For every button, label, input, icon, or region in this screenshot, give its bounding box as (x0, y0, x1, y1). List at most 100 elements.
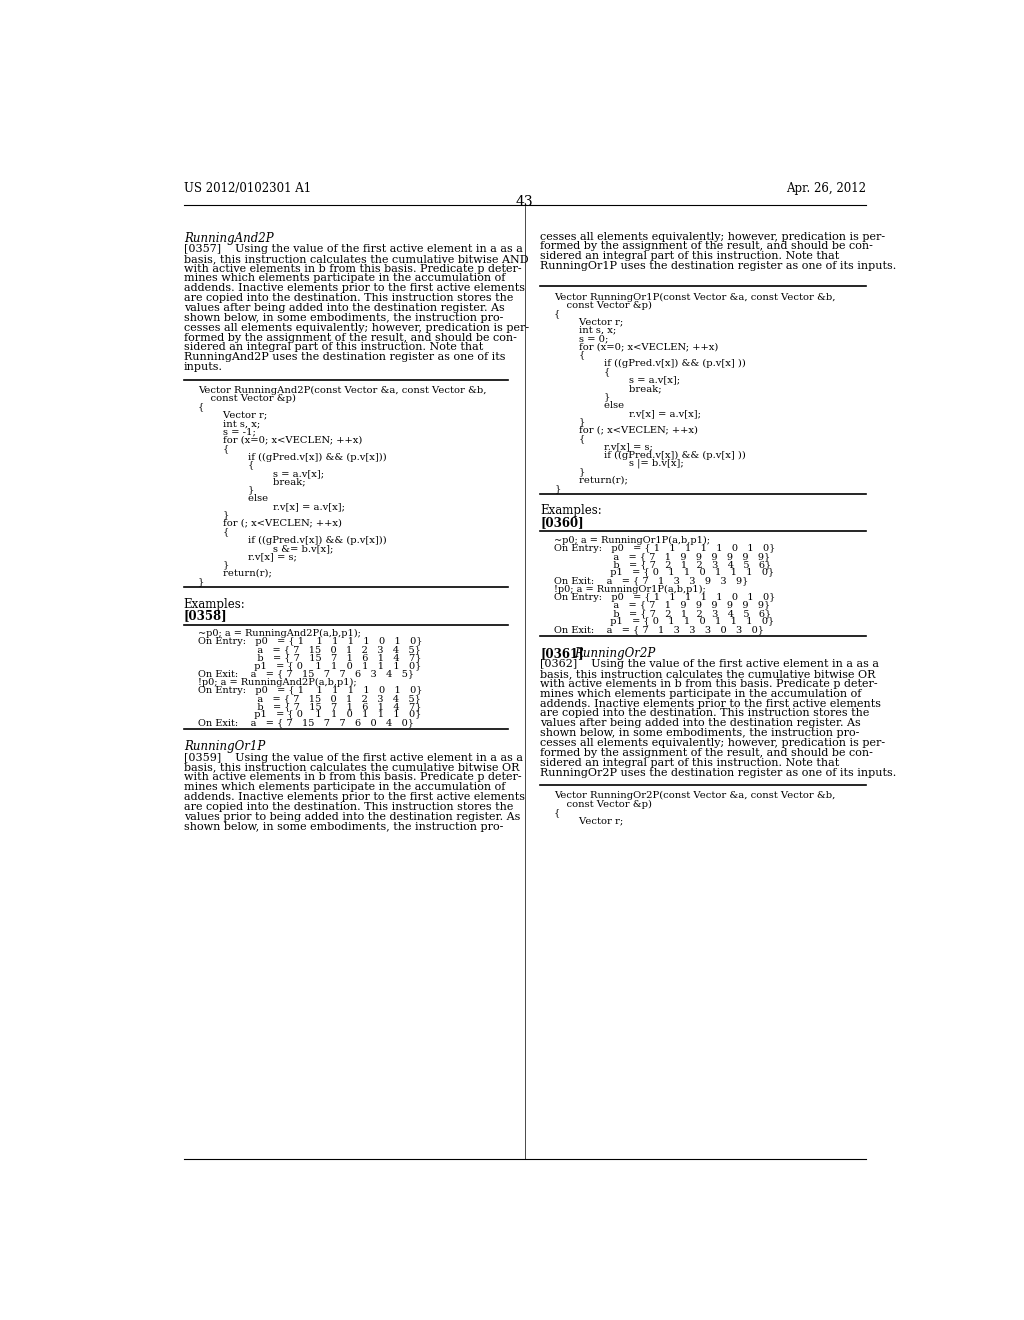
Text: int s, x;: int s, x; (554, 326, 616, 335)
Text: On Exit:    a   = { 7   15   7   7   6   0   4   0}: On Exit: a = { 7 15 7 7 6 0 4 0} (198, 718, 414, 727)
Text: basis, this instruction calculates the cumulative bitwise AND: basis, this instruction calculates the c… (183, 253, 528, 264)
Text: s |= b.v[x];: s |= b.v[x]; (554, 459, 684, 469)
Text: are copied into the destination. This instruction stores the: are copied into the destination. This in… (541, 709, 869, 718)
Text: mines which elements participate in the accumulation of: mines which elements participate in the … (541, 689, 861, 698)
Text: }: } (198, 561, 229, 569)
Text: addends. Inactive elements prior to the first active elements: addends. Inactive elements prior to the … (183, 792, 524, 803)
Text: int s, x;: int s, x; (198, 420, 260, 428)
Text: RunningOr1P: RunningOr1P (183, 741, 265, 754)
Text: RunningOr1P uses the destination register as one of its inputs.: RunningOr1P uses the destination registe… (541, 261, 897, 271)
Text: if ((gPred.v[x]) && (p.v[x])): if ((gPred.v[x]) && (p.v[x])) (198, 536, 386, 545)
Text: addends. Inactive elements prior to the first active elements: addends. Inactive elements prior to the … (541, 698, 882, 709)
Text: {: { (554, 808, 560, 817)
Text: break;: break; (198, 478, 305, 486)
Text: }: } (198, 486, 254, 495)
Text: Vector r;: Vector r; (554, 318, 624, 326)
Text: r.v[x] = s;: r.v[x] = s; (554, 442, 653, 451)
Text: formed by the assignment of the result, and should be con-: formed by the assignment of the result, … (541, 242, 873, 251)
Text: p1   = { 0   1   1   0   1   1   1   0}: p1 = { 0 1 1 0 1 1 1 0} (554, 569, 774, 577)
Text: basis, this instruction calculates the cumulative bitwise OR: basis, this instruction calculates the c… (541, 669, 876, 678)
Text: Vector r;: Vector r; (554, 816, 624, 825)
Text: formed by the assignment of the result, and should be con-: formed by the assignment of the result, … (541, 748, 873, 758)
Text: cesses all elements equivalently; however, predication is per-: cesses all elements equivalently; howeve… (541, 738, 886, 748)
Text: p1   = { 0    1   1   0   1   1   1   0}: p1 = { 0 1 1 0 1 1 1 0} (198, 661, 421, 671)
Text: b   = { 7   15   7   1   6   1   4   7}: b = { 7 15 7 1 6 1 4 7} (198, 702, 421, 711)
Text: s = a.v[x];: s = a.v[x]; (554, 376, 680, 384)
Text: RunningOr2P uses the destination register as one of its inputs.: RunningOr2P uses the destination registe… (541, 768, 897, 777)
Text: Vector RunningOr2P(const Vector &a, const Vector &b,: Vector RunningOr2P(const Vector &a, cons… (554, 791, 836, 800)
Text: values after being added into the destination register. As: values after being added into the destin… (183, 304, 505, 313)
Text: [0362]    Using the value of the first active element in a as a: [0362] Using the value of the first acti… (541, 659, 880, 669)
Text: else: else (554, 401, 625, 409)
Text: values after being added into the destination register. As: values after being added into the destin… (541, 718, 861, 729)
Text: b   = { 7   15   7   1   6   1   4   7}: b = { 7 15 7 1 6 1 4 7} (198, 653, 421, 663)
Text: On Entry:   p0   = { 1    1   1   1   1   0   1   0}: On Entry: p0 = { 1 1 1 1 1 0 1 0} (198, 686, 422, 694)
Text: sidered an integral part of this instruction. Note that: sidered an integral part of this instruc… (541, 251, 840, 261)
Text: On Exit:    a   = { 7   15   7   7   6   3   4   5}: On Exit: a = { 7 15 7 7 6 3 4 5} (198, 669, 414, 678)
Text: {: { (554, 309, 560, 318)
Text: }: } (554, 467, 586, 477)
Text: {: { (554, 367, 610, 376)
Text: Apr. 26, 2012: Apr. 26, 2012 (785, 182, 866, 194)
Text: a   = { 7   1   9   9   9   9   9   9}: a = { 7 1 9 9 9 9 9 9} (554, 552, 770, 561)
Text: a   = { 7   1   9   9   9   9   9   9}: a = { 7 1 9 9 9 9 9 9} (554, 601, 770, 610)
Text: s = a.v[x];: s = a.v[x]; (198, 469, 324, 478)
Text: On Entry:   p0   = { 1    1   1   1   1   0   1   0}: On Entry: p0 = { 1 1 1 1 1 0 1 0} (198, 638, 422, 647)
Text: with active elements in b from this basis. Predicate p deter-: with active elements in b from this basi… (541, 678, 878, 689)
Text: basis, this instruction calculates the cumulative bitwise OR: basis, this instruction calculates the c… (183, 763, 519, 772)
Text: for (; x<VECLEN; ++x): for (; x<VECLEN; ++x) (554, 425, 698, 434)
Text: Examples:: Examples: (183, 598, 246, 611)
Text: ~p0; a = RunningAnd2P(a,b,p1);: ~p0; a = RunningAnd2P(a,b,p1); (198, 630, 360, 639)
Text: RunningAnd2P: RunningAnd2P (183, 231, 273, 244)
Text: inputs.: inputs. (183, 362, 223, 372)
Text: [0359]    Using the value of the first active element in a as a: [0359] Using the value of the first acti… (183, 752, 523, 763)
Text: {: { (198, 403, 204, 412)
Text: r.v[x] = a.v[x];: r.v[x] = a.v[x]; (554, 409, 701, 418)
Text: with active elements in b from this basis. Predicate p deter-: with active elements in b from this basi… (183, 772, 521, 783)
Text: p1   = { 0    1   1   0   1   1   1   0}: p1 = { 0 1 1 0 1 1 1 0} (198, 710, 421, 719)
Text: {: { (554, 434, 586, 444)
Text: US 2012/0102301 A1: US 2012/0102301 A1 (183, 182, 311, 194)
Text: a   = { 7   15   0   1   2   3   4   5}: a = { 7 15 0 1 2 3 4 5} (198, 645, 421, 655)
Text: Examples:: Examples: (541, 504, 602, 517)
Text: ~p0; a = RunningOr1P(a,b,p1);: ~p0; a = RunningOr1P(a,b,p1); (554, 536, 711, 545)
Text: const Vector &p): const Vector &p) (554, 301, 652, 310)
Text: formed by the assignment of the result, and should be con-: formed by the assignment of the result, … (183, 333, 517, 343)
Text: Vector RunningAnd2P(const Vector &a, const Vector &b,: Vector RunningAnd2P(const Vector &a, con… (198, 385, 486, 395)
Text: }: } (554, 392, 610, 401)
Text: return(r);: return(r); (554, 475, 628, 484)
Text: {: { (198, 461, 254, 470)
Text: [0361]: [0361] (541, 647, 584, 660)
Text: }: } (554, 417, 586, 426)
Text: s = 0;: s = 0; (554, 334, 608, 343)
Text: else: else (198, 494, 268, 503)
Text: s &= b.v[x];: s &= b.v[x]; (198, 544, 333, 553)
Text: Vector r;: Vector r; (198, 411, 267, 420)
Text: s = -1;: s = -1; (198, 428, 256, 437)
Text: sidered an integral part of this instruction. Note that: sidered an integral part of this instruc… (183, 342, 483, 352)
Text: sidered an integral part of this instruction. Note that: sidered an integral part of this instruc… (541, 758, 840, 768)
Text: const Vector &p): const Vector &p) (198, 395, 296, 404)
Text: for (x=0; x<VECLEN; ++x): for (x=0; x<VECLEN; ++x) (198, 436, 362, 445)
Text: return(r);: return(r); (198, 569, 271, 578)
Text: shown below, in some embodiments, the instruction pro-: shown below, in some embodiments, the in… (183, 821, 503, 832)
Text: On Exit:    a   = { 7   1   3   3   3   0   3   0}: On Exit: a = { 7 1 3 3 3 0 3 0} (554, 624, 764, 634)
Text: are copied into the destination. This instruction stores the: are copied into the destination. This in… (183, 801, 513, 812)
Text: shown below, in some embodiments, the instruction pro-: shown below, in some embodiments, the in… (541, 729, 860, 738)
Text: }: } (554, 484, 560, 492)
Text: const Vector &p): const Vector &p) (554, 800, 652, 809)
Text: }: } (198, 577, 204, 586)
Text: mines which elements participate in the accumulation of: mines which elements participate in the … (183, 781, 505, 792)
Text: [0360]: [0360] (541, 516, 584, 529)
Text: RunningAnd2P uses the destination register as one of its: RunningAnd2P uses the destination regist… (183, 352, 505, 362)
Text: for (; x<VECLEN; ++x): for (; x<VECLEN; ++x) (198, 519, 342, 528)
Text: if ((gPred.v[x]) && (p.v[x] )): if ((gPred.v[x]) && (p.v[x] )) (554, 450, 746, 459)
Text: shown below, in some embodiments, the instruction pro-: shown below, in some embodiments, the in… (183, 313, 503, 323)
Text: a   = { 7   15   0   1   2   3   4   5}: a = { 7 15 0 1 2 3 4 5} (198, 694, 421, 704)
Text: b   = { 7   2   1   2   3   4   5   6}: b = { 7 2 1 2 3 4 5 6} (554, 609, 771, 618)
Text: are copied into the destination. This instruction stores the: are copied into the destination. This in… (183, 293, 513, 304)
Text: if ((gPred.v[x]) && (p.v[x] )): if ((gPred.v[x]) && (p.v[x] )) (554, 359, 746, 368)
Text: Vector RunningOr1P(const Vector &a, const Vector &b,: Vector RunningOr1P(const Vector &a, cons… (554, 293, 836, 302)
Text: cesses all elements equivalently; however, predication is per-: cesses all elements equivalently; howeve… (183, 322, 529, 333)
Text: cesses all elements equivalently; however, predication is per-: cesses all elements equivalently; howeve… (541, 231, 886, 242)
